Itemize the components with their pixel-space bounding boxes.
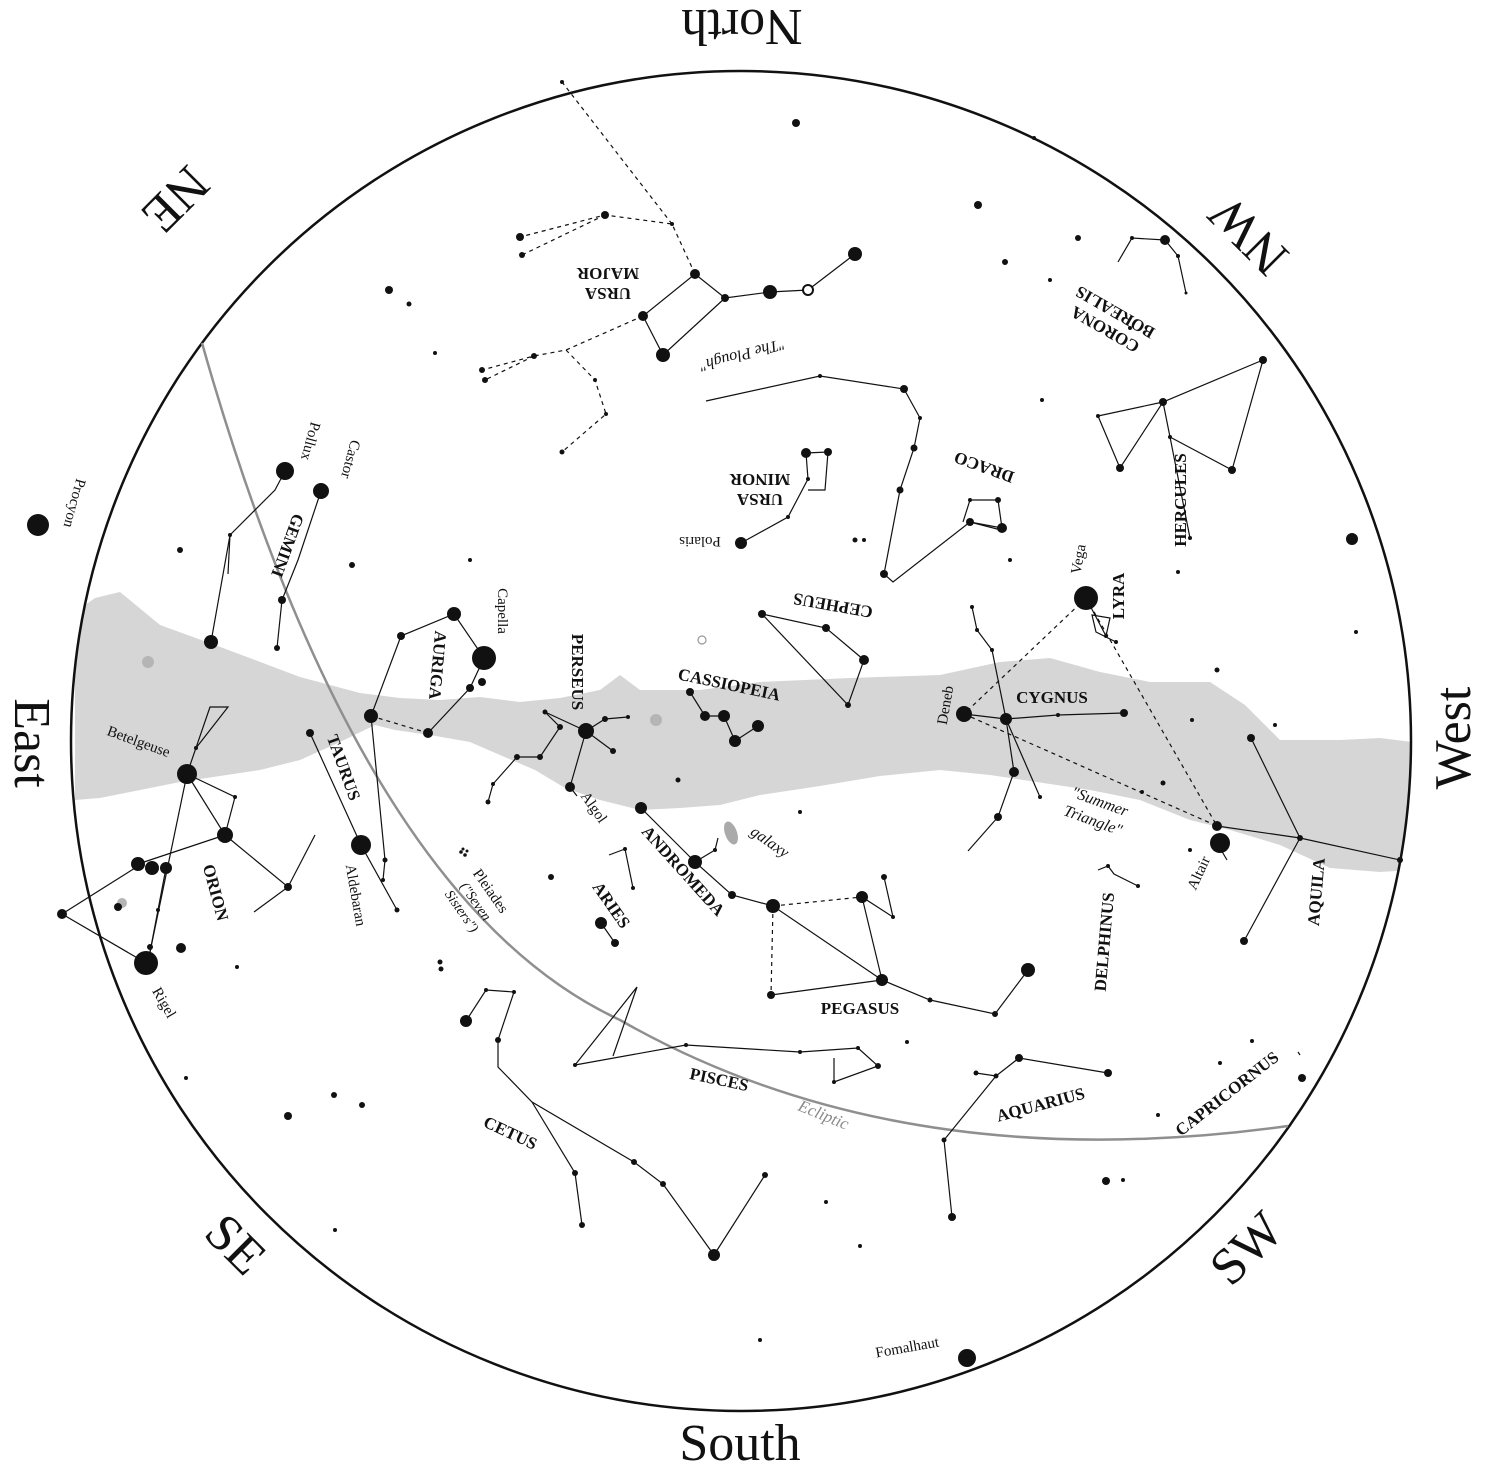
deneb-star [956,706,972,722]
procyon-star [27,514,49,536]
galaxy-label: galaxy [747,823,792,862]
fomalhaut-star [958,1349,976,1367]
direction-south: South [679,1415,800,1472]
gemini-label: GEMINI [267,511,308,580]
ecliptic-line [200,342,1289,1141]
betelgeuse-star [177,764,197,784]
direction-nw: NW [1198,184,1300,286]
pollux-star [276,462,294,480]
capella-star [472,646,496,670]
andromeda-label: ANDROMEDA [638,822,729,920]
auriga-label: AURIGA [425,630,450,701]
cetus-label: CETUS [481,1112,540,1153]
delphinus-label: DELPHINUS [1091,892,1119,992]
horizon-circle [69,69,1413,1413]
altair-star [1210,833,1230,853]
vega-label: Vega [1069,543,1090,576]
plough-label: "The Plough" [697,335,786,374]
direction-ne: NE [131,155,220,244]
algol-star [565,782,575,792]
ursa-minor-label-1: URSA [736,490,783,509]
altair-label: Altair [1185,854,1214,892]
deneb-label: Deneb [935,685,958,726]
vega-star [1074,586,1098,610]
pollux-label: Pollux [297,420,323,462]
direction-east: East [3,698,60,788]
cygnus-label: CYGNUS [1016,688,1088,707]
polaris-star [735,537,747,549]
pegasus-label: PEGASUS [821,999,899,1018]
polaris-label: Polaris [679,533,721,549]
capricornus-label: CAPRICORNUS [1172,1048,1283,1140]
hercules-label: HERCULES [1171,453,1190,547]
procyon-label: Procyon [60,477,89,530]
rigel-star [134,951,158,975]
aldebaran-star [351,835,371,855]
aquarius-label: AQUARIUS [994,1084,1087,1126]
direction-west: West [1425,686,1482,789]
milky-way [75,592,1411,872]
direction-north: North [681,0,802,55]
castor-star [313,483,329,499]
lyra-label: LYRA [1109,572,1128,619]
capella-label: Capella [494,588,510,634]
ursa-major-label-2: MAJOR [576,264,639,283]
mizar-marker [802,284,814,296]
fomalhaut-label: Fomalhaut [874,1334,941,1361]
aldebaran-label: Aldebaran [342,863,369,928]
stars [27,80,1403,1367]
draco-label: DRACO [952,448,1017,487]
pleiades-cluster [459,847,469,857]
perseus-label: PERSEUS [568,634,587,711]
ecliptic-label: Ecliptic [795,1096,852,1134]
ursa-minor-label-2: MINOR [729,470,790,489]
orion-label: ORION [199,862,232,923]
castor-label: Castor [337,438,363,480]
annotations: "The Plough" "Summer Triangle" galaxy Pl… [441,335,1131,936]
aquila-label: AQUILA [1304,856,1329,926]
andromeda-galaxy [724,821,738,845]
cepheus-label: CEPHEUS [792,589,874,622]
direction-se: SE [194,1203,277,1286]
ursa-major-label-1: URSA [584,284,631,303]
rigel-label: Rigel [148,985,178,1021]
